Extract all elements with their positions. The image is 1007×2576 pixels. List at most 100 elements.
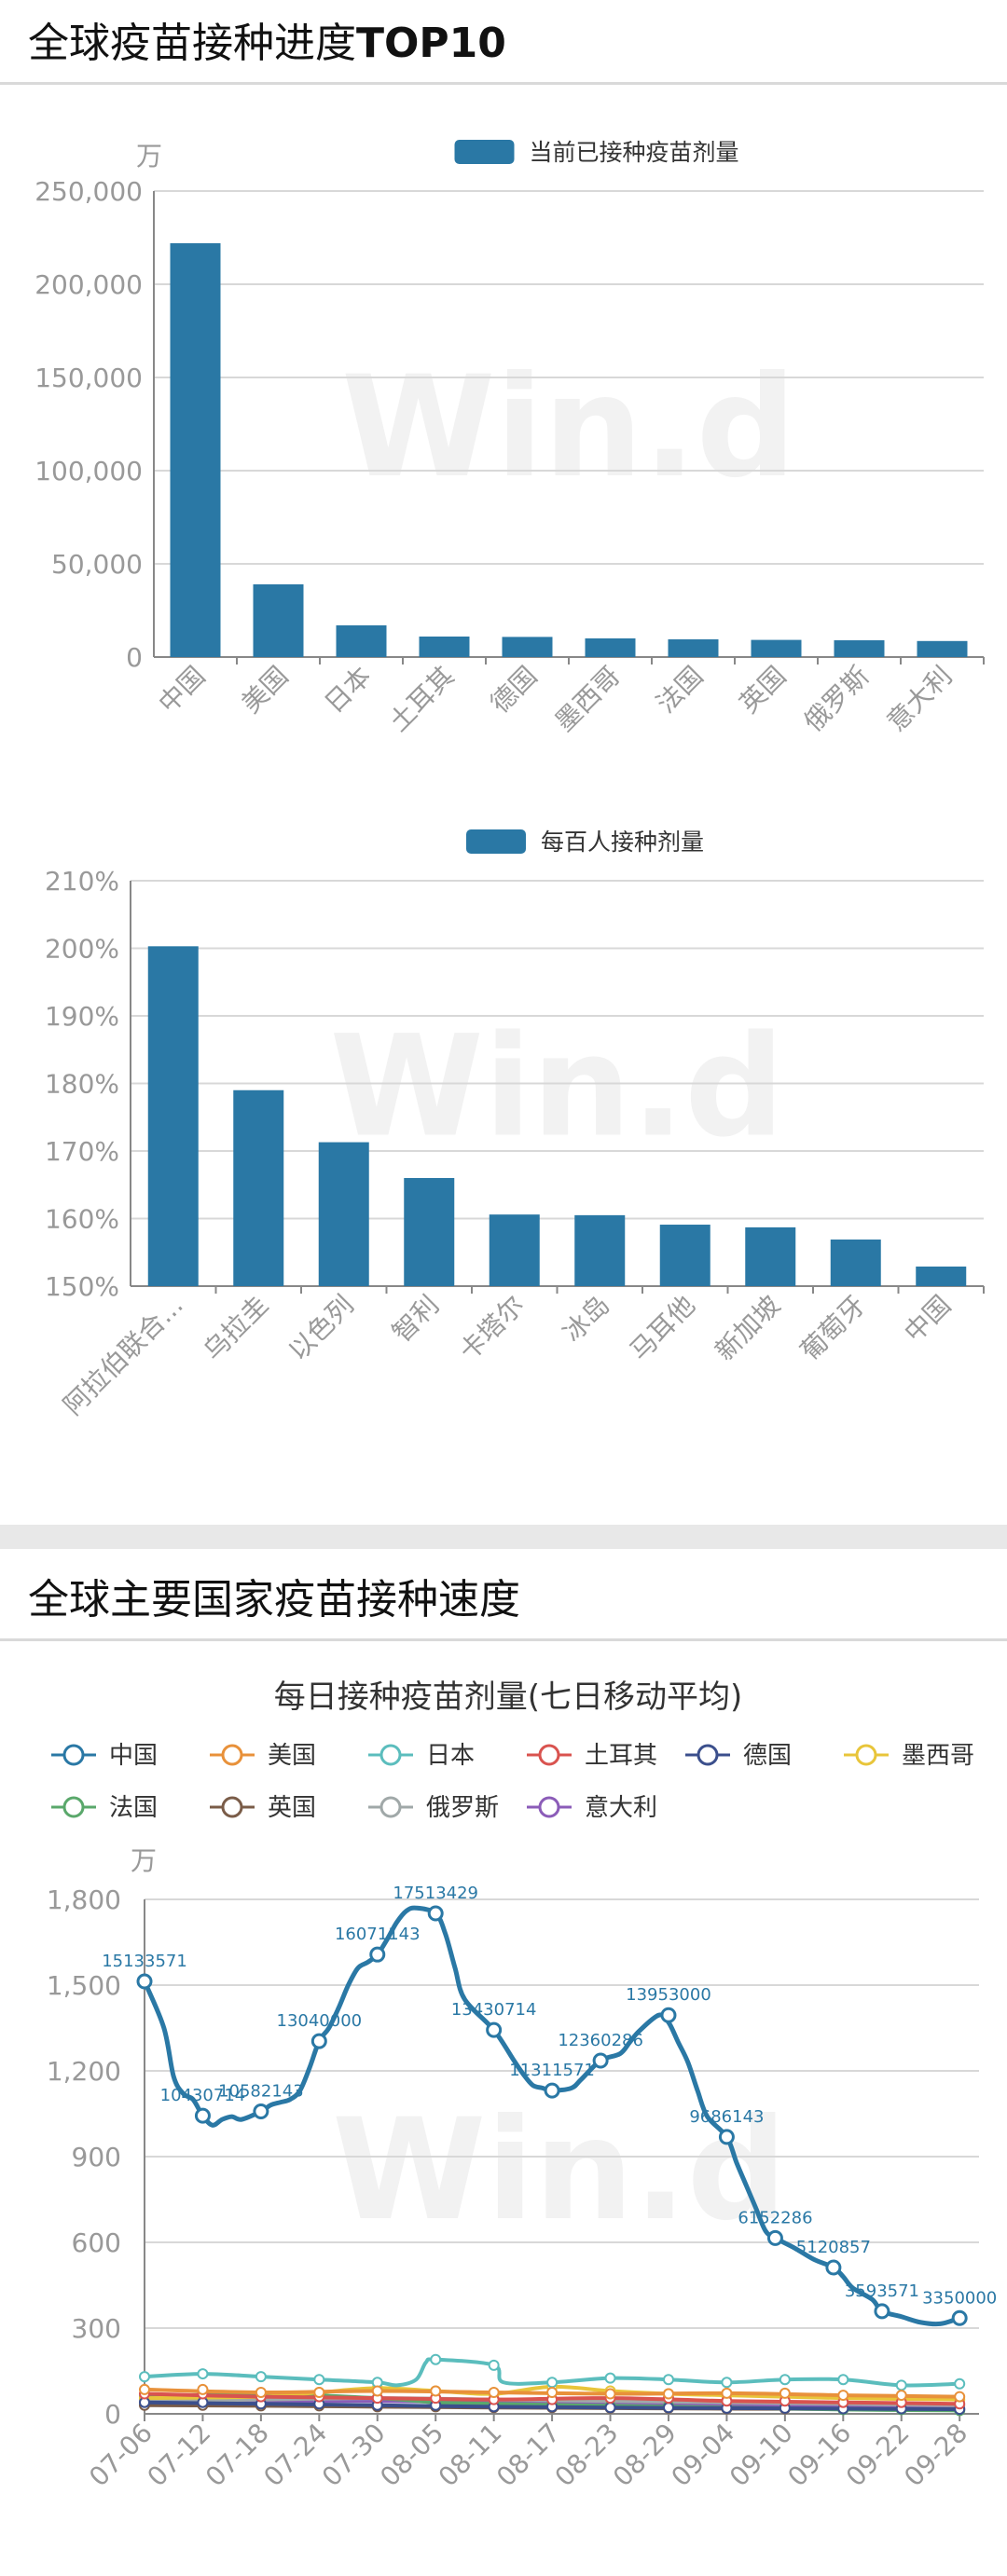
chart3-data-label: 9686143 [689,2107,764,2127]
chart3-point [255,2387,267,2398]
chart2-ytick-label: 180% [45,1069,119,1100]
chart2-bar [318,1142,369,1286]
chart3-point [604,2372,616,2384]
chart2-bar [147,946,199,1286]
chart3-point [313,2387,325,2398]
chart2-xtick-label: 中国 [898,1290,957,1349]
chart1-legend-swatch [454,140,515,164]
chart3-point [430,2385,442,2397]
watermark-logo: Win.d [329,1007,784,1169]
chart1-bar [336,625,387,657]
chart1-xtick-label: 墨西哥 [549,661,627,738]
chart1-ytick-label: 0 [126,642,143,673]
chart3-legend-label: 日本 [426,1742,475,1770]
chart3-legend-label: 英国 [268,1794,316,1822]
chart3-point [488,2359,500,2371]
chart3-point [544,2082,560,2099]
chart1-xtick-label: 美国 [236,661,295,719]
chart1-ytick-label: 50,000 [51,549,143,580]
chart1-ytick-label: 100,000 [34,456,143,486]
chart2-xtick-label: 智利 [386,1290,445,1349]
chart3-legend-marker [855,1744,877,1766]
chart3-point [430,2353,442,2365]
section-2-title: 全球主要国家疫苗接种速度 [28,1576,520,1624]
chart3-point [592,2052,609,2069]
chart3-legend-label: 意大利 [585,1794,657,1822]
chart3-point [779,2387,791,2399]
chart1-xtick-label: 法国 [651,661,710,719]
chart3-legend-marker [697,1744,719,1766]
chart3-ytick-label: 900 [72,2142,121,2172]
watermark-logo: Win.d [341,347,796,509]
chart3-point [662,2388,674,2400]
chart3-legend-marker [62,1796,85,1818]
chart2-bar [745,1226,796,1286]
chart3-xtick-label: 07-12 [142,2418,217,2493]
chart1-xtick-label: 俄罗斯 [798,661,876,738]
chart3-point [488,2387,500,2398]
chart3-legend-marker [221,1744,243,1766]
chart1-bar [419,637,470,657]
chart2-ytick-label: 210% [45,866,119,897]
chart3-data-label: 10430714 [160,2086,246,2105]
chart3-point [546,2387,559,2398]
chart3-point [194,2107,211,2124]
chart3-point [954,2377,966,2390]
chart3-xtick-label: 07-24 [257,2418,333,2493]
watermark-logo: Win.d [332,2090,787,2252]
chart2-ytick-label: 150% [45,1271,119,1302]
chart2-bar [830,1239,881,1286]
chart1-bar [668,639,719,657]
chart2-bar [659,1225,710,1286]
chart3-data-label: 13040000 [277,2011,363,2031]
chart3-point [253,2103,269,2120]
chart1-ytick-label: 150,000 [34,363,143,393]
chart3-ytick-label: 600 [72,2227,121,2258]
chart3-data-label: 17513429 [393,1884,478,1903]
chart1-bar [253,584,304,657]
chart3-legend-marker [538,1796,560,1818]
chart3-xtick-label: 09-04 [665,2418,740,2493]
chart3-point [197,2368,209,2380]
chart3-data-label: 6152286 [738,2208,812,2227]
chart3-point [662,2374,674,2386]
chart3-xtick-label: 09-10 [724,2418,799,2493]
chart2-ytick-label: 200% [45,934,119,965]
chart1-xtick-label: 土耳其 [383,661,461,738]
chart3-legend-label: 土耳其 [585,1742,657,1770]
chart3-data-label: 10582143 [218,2082,304,2102]
chart3-data-label: 15133571 [102,1952,187,1971]
chart3-point [874,2303,890,2320]
chart3-point [721,2387,733,2399]
chart1-ytick-label: 250,000 [34,176,143,207]
chart1-bar [585,638,636,657]
chart3-point [369,1946,386,1963]
chart3-point [954,2391,966,2403]
chart3-legend-label: 墨西哥 [902,1742,974,1770]
chart2-xtick-label: 冰岛 [557,1290,615,1349]
doses-per-hundred-bar-chart: Win.d 每百人接种剂量 150% 160% 170% 180% 190% 200% 210%… [45,829,985,1421]
chart3-xtick-label: 08-17 [490,2418,566,2493]
chart3-point [718,2129,735,2145]
chart3-xtick-label: 08-29 [607,2418,683,2493]
chart3-point [546,2377,559,2389]
chart3-xtick-label: 08-11 [433,2418,508,2493]
chart3-point [951,2309,968,2326]
chart3-point [136,1973,153,1990]
chart2-ytick-label: 160% [45,1204,119,1235]
chart3-point [895,2390,907,2402]
chart3-point [660,2007,677,2023]
chart1-bar [170,243,221,657]
chart3-data-label: 16071143 [335,1925,421,1944]
chart3-ytick-label: 0 [104,2399,121,2430]
chart3-point [766,2229,783,2246]
chart3-point [310,2033,327,2049]
chart3-data-label: 12360286 [558,2031,643,2050]
chart2-xtick-label: 葡萄牙 [794,1290,872,1367]
chart3-xtick-label: 08-05 [374,2418,449,2493]
chart3-legend-marker [379,1744,402,1766]
chart3-title: 每日接种疫苗剂量(七日移动平均) [274,1679,743,1716]
chart3-point [604,2388,616,2400]
section-1-divider [0,82,1007,85]
